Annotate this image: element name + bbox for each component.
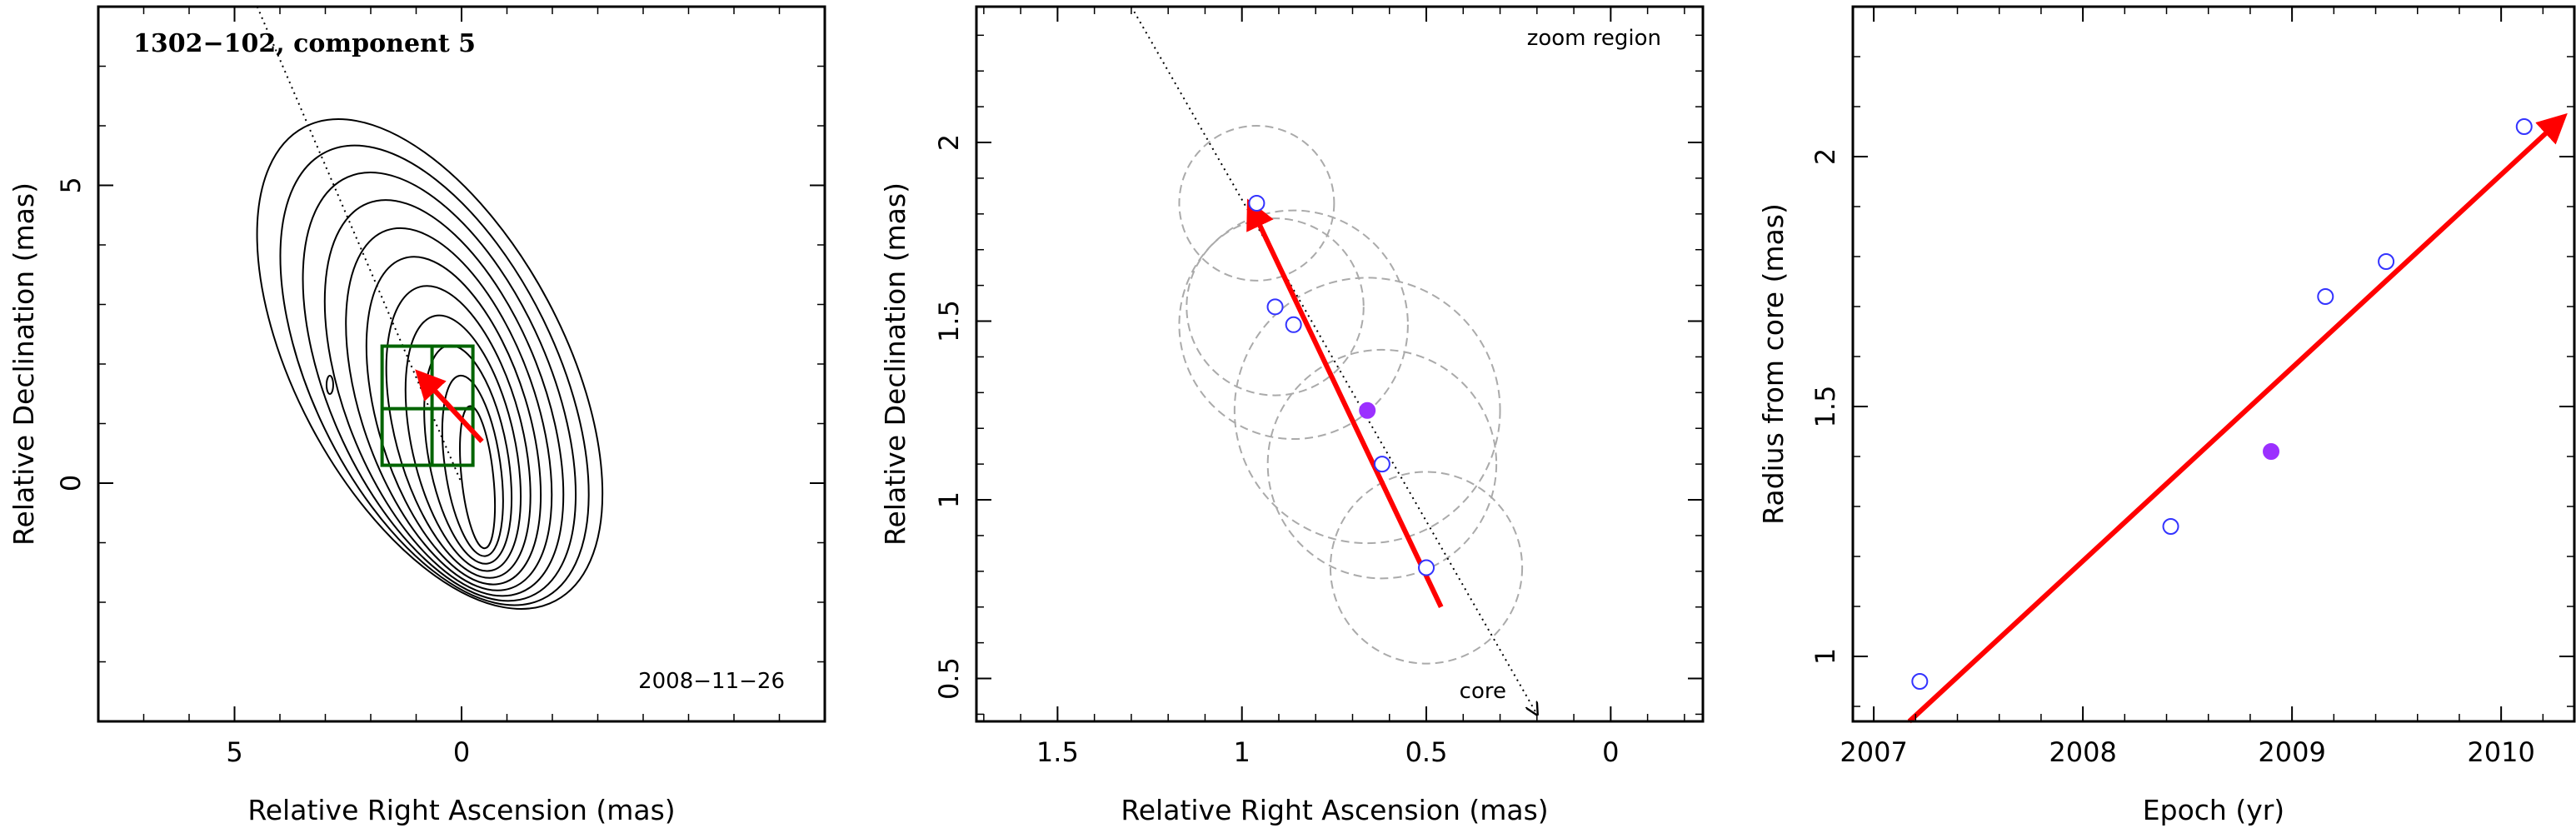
x-tick-label: 1.5 [1036,736,1079,768]
contour-level [302,172,577,602]
contour-level [279,144,590,606]
axes-frame [97,5,826,723]
contour-level [345,227,553,591]
epoch-annotation: 2008−11−26 [638,669,785,694]
jet-axis-line [1131,6,1537,714]
zoom-box-outline [380,344,475,467]
data-point [1911,673,1929,690]
axes-frame [975,5,1705,723]
data-point [1266,298,1284,316]
data-point [2515,118,2533,135]
component-size-circle [1329,471,1524,665]
data-point [1285,316,1302,333]
data-point [1418,559,1435,576]
data-point [1373,456,1390,473]
y-axis-label: Relative Declination (mas) [879,182,911,546]
x-tick-label: 2008 [2049,736,2116,768]
component-size-circles [1178,124,1524,665]
fit-line-arrow [1907,112,2568,724]
data-point [2378,253,2395,270]
y-tick-label: 0 [55,475,87,491]
y-axis-label: Relative Declination (mas) [7,182,40,546]
x-tick-label: 2009 [2258,736,2325,768]
y-tick-label: 2 [933,134,965,151]
contour-level [441,374,504,557]
contour-panel: 5 0 0 5 1302−102, component 5 2008−11−26 Re… [7,5,826,826]
x-tick-label: 2007 [1840,736,1907,768]
chart-title: 1302−102, component 5 [133,29,476,58]
axes-frame [1851,5,2576,723]
data-point [2317,288,2334,305]
y-tick-label: 1.5 [1810,386,1841,428]
contour-level [404,314,522,572]
component-size-circle [1266,348,1498,580]
y-tick-label: 0.5 [933,657,965,700]
x-tick-label: 0 [453,736,470,768]
y-tick-label: 5 [55,177,87,193]
component-size-circle [1178,209,1409,441]
axis-ticks: 2007 2008 2009 2010 1 1.5 2 [1810,6,2574,768]
small-contour-feature [325,375,334,396]
core-label: core [1460,679,1506,704]
contour-level [385,285,532,579]
data-point [2162,518,2179,535]
motion-arrow [415,369,484,443]
component-size-circle [1233,277,1501,545]
y-tick-label: 2 [1810,148,1841,165]
component-size-circle [1186,217,1365,397]
data-point-filled [1359,402,1376,419]
radius-epoch-panel: 2007 2008 2009 2010 1 1.5 2 Epoch (yr) Radius … [1757,5,2576,826]
contour-map [256,118,604,610]
x-tick-label: 1 [1234,736,1251,768]
data-point-filled [2263,443,2280,460]
fit-arrow [1246,198,1444,609]
contour-level [256,118,604,610]
x-axis-label: Epoch (yr) [2143,794,2284,826]
jet-axis-line [256,6,462,484]
y-axis-label: Radius from core (mas) [1757,203,1790,525]
data-point [1248,194,1266,212]
contour-level [459,405,497,550]
x-tick-label: 2010 [2467,736,2534,768]
y-tick-label: 1 [1810,648,1841,665]
data-points [1911,118,2533,690]
zoom-region-label: zoom region [1527,26,1661,51]
zoom-panel: 1.5 1 0.5 0 0.5 1 1.5 2 zoom region core Relati… [879,5,1705,826]
x-tick-label: 5 [226,736,242,768]
x-tick-label: 0.5 [1405,736,1448,768]
y-tick-label: 1.5 [933,300,965,342]
component-size-circle [1178,124,1335,282]
contour-level [323,199,565,597]
zoom-box [380,344,475,467]
x-tick-label: 0 [1602,736,1619,768]
axis-ticks: 1.5 1 0.5 0 0.5 1 1.5 2 [933,7,1703,768]
data-points [1248,194,1435,576]
x-axis-label: Relative Right Ascension (mas) [247,794,675,826]
y-tick-label: 1 [933,491,965,508]
x-axis-label: Relative Right Ascension (mas) [1121,794,1548,826]
axis-ticks: 5 0 0 5 [55,6,826,768]
